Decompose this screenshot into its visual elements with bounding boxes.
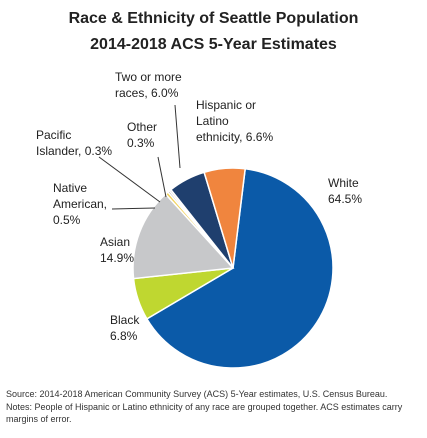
- source-note: Source: 2014-2018 American Community Sur…: [6, 389, 388, 399]
- leader-line: [174, 104, 181, 169]
- pie-slice-white: [145, 167, 334, 369]
- pie-slice-asian: [132, 193, 235, 280]
- leader-line: [111, 207, 156, 210]
- slice-label-other: Other 0.3%: [127, 120, 157, 150]
- chart-subtitle: 2014-2018 ACS 5-Year Estimates: [90, 36, 337, 53]
- leader-line: [157, 156, 167, 198]
- pie-slice-hispanic-or: [203, 167, 247, 269]
- slice-label-white: White 64.5%: [328, 176, 362, 206]
- slice-label-native: Native American, 0.5%: [53, 181, 107, 227]
- slice-label-asian: Asian 14.9%: [100, 235, 134, 265]
- notes: Notes: People of Hispanic or Latino ethn…: [6, 402, 403, 424]
- slice-label-two-or-more: Two or more races, 6.0%: [115, 70, 182, 100]
- slice-label-hispanic-or: Hispanic or Latino ethnicity, 6.6%: [196, 98, 273, 144]
- slice-label-pacific: Pacific Islander, 0.3%: [36, 128, 112, 158]
- slice-label-black: Black 6.8%: [110, 313, 140, 343]
- leader-line: [98, 156, 161, 203]
- chart-title: Race & Ethnicity of Seattle Population: [68, 10, 359, 27]
